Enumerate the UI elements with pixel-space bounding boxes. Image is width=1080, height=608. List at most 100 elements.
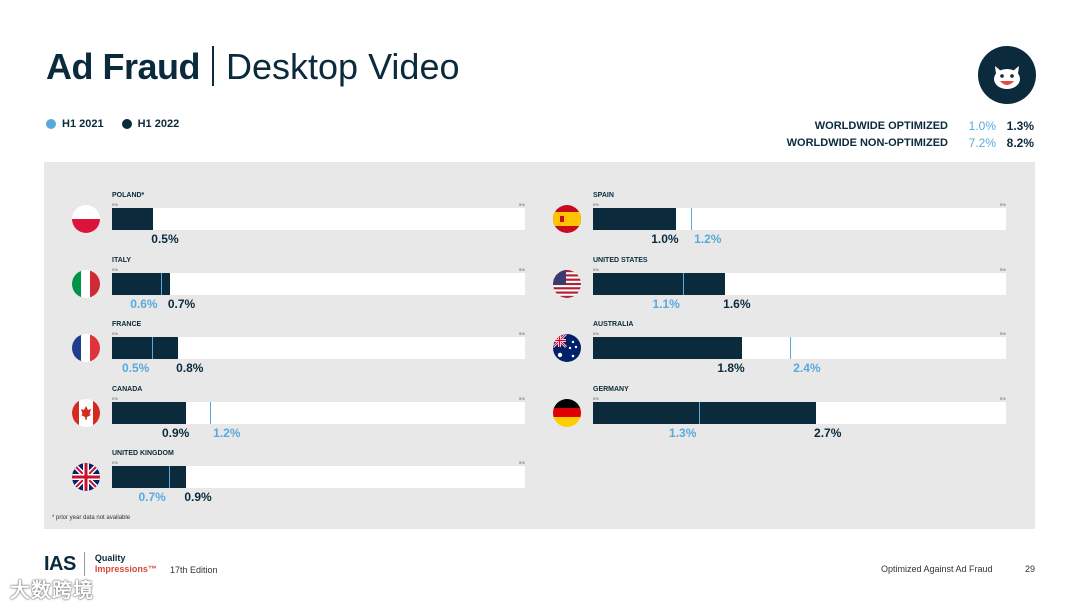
value-label-h1-2022-spain: 1.0% bbox=[651, 232, 679, 246]
value-label-h1-2022-united-states: 1.6% bbox=[723, 296, 751, 311]
quality-impressions-logo: Quality Impressions™ bbox=[95, 553, 157, 575]
country-name-united-kingdom: UNITED KINGDOM bbox=[112, 450, 174, 457]
edition-label: 17th Edition bbox=[170, 565, 218, 575]
title-light: Desktop Video bbox=[226, 46, 460, 87]
flag-spain-icon bbox=[553, 205, 581, 233]
worldwide-summary: WORLDWIDE OPTIMIZED 1.0% 1.3% WORLDWIDE … bbox=[787, 117, 1034, 151]
axis-max-tick: 5% bbox=[519, 395, 525, 401]
value-label-h1-2022-poland: 0.5% bbox=[151, 232, 179, 246]
impressions-label: Impressions™ bbox=[94, 564, 157, 574]
value-label-h1-2021-spain: 1.2% bbox=[694, 232, 722, 246]
axis-min-tick: 0% bbox=[112, 331, 118, 336]
flag-italy-icon bbox=[72, 269, 100, 298]
axis-max-tick: 5% bbox=[1000, 395, 1006, 401]
axis-min-tick: 0% bbox=[112, 202, 118, 207]
legend-label-h1-2021: H1 2021 bbox=[62, 118, 104, 130]
bar-track-poland bbox=[112, 208, 525, 230]
bar-h1-2022-spain bbox=[593, 208, 676, 230]
bar-h1-2022-italy bbox=[112, 272, 170, 295]
axis-max-tick: 5% bbox=[519, 460, 525, 465]
flag-united-states-icon bbox=[553, 269, 581, 298]
flag-united-kingdom-icon bbox=[72, 463, 100, 491]
marker-h1-2021-australia bbox=[790, 337, 792, 359]
ias-brand: IAS bbox=[44, 552, 76, 575]
legend-label-h1-2022: H1 2022 bbox=[137, 118, 180, 130]
mascot-logo-icon bbox=[978, 46, 1036, 104]
bar-h1-2022-united-kingdom bbox=[112, 466, 187, 488]
country-name-australia: AUSTRALIA bbox=[593, 321, 634, 328]
chart-legend: H1 2021 H1 2022 bbox=[46, 118, 179, 130]
worldwide-optimized-label: WORLDWIDE OPTIMIZED bbox=[814, 119, 948, 132]
bar-track-canada bbox=[112, 401, 525, 424]
worldwide-non-optimized-row: WORLDWIDE NON-OPTIMIZED 7.2% 8.2% bbox=[787, 134, 1034, 151]
value-label-h1-2022-united-kingdom: 0.9% bbox=[184, 490, 212, 504]
bar-h1-2022-canada bbox=[112, 401, 187, 424]
axis-min-tick: 0% bbox=[112, 395, 118, 401]
value-label-h1-2021-united-kingdom: 0.7% bbox=[138, 490, 166, 504]
axis-max-tick: 5% bbox=[1000, 266, 1006, 272]
country-name-spain: SPAIN bbox=[593, 192, 614, 199]
country-name-italy: ITALY bbox=[112, 256, 132, 264]
bar-track-spain bbox=[593, 208, 1006, 230]
section-label: Optimized Against Ad Fraud bbox=[881, 564, 993, 574]
ias-divider bbox=[83, 552, 85, 576]
worldwide-non-optimized-2021: 7.2% bbox=[968, 135, 996, 150]
title-divider bbox=[212, 46, 214, 86]
value-label-h1-2021-australia: 2.4% bbox=[793, 361, 821, 375]
axis-min-tick: 0% bbox=[593, 331, 599, 336]
value-label-h1-2021-united-states: 1.1% bbox=[652, 296, 680, 311]
quality-label: Quality bbox=[94, 553, 126, 563]
country-chart-panel: * prior year data not available POLAND* 0… bbox=[44, 162, 1035, 529]
bar-h1-2022-united-states bbox=[593, 272, 726, 295]
page-title: Ad Fraud Desktop Video bbox=[46, 44, 460, 90]
marker-h1-2021-germany bbox=[699, 401, 701, 424]
title-bold: Ad Fraud bbox=[46, 46, 201, 87]
value-label-h1-2021-italy: 0.6% bbox=[130, 296, 158, 311]
marker-h1-2021-united-kingdom bbox=[168, 466, 170, 488]
marker-h1-2021-united-states bbox=[682, 272, 684, 295]
flag-france-icon bbox=[72, 334, 100, 362]
flag-canada-icon bbox=[72, 398, 100, 427]
marker-h1-2021-france bbox=[152, 337, 154, 359]
bar-h1-2022-france bbox=[112, 337, 179, 359]
watermark: 大数跨境 bbox=[10, 580, 94, 602]
axis-min-tick: 0% bbox=[593, 202, 599, 207]
marker-h1-2021-spain bbox=[691, 208, 693, 230]
country-name-germany: GERMANY bbox=[593, 385, 629, 393]
value-label-h1-2022-germany: 2.7% bbox=[814, 425, 842, 440]
ias-logo: IAS Quality Impressions™ bbox=[44, 552, 157, 576]
value-label-h1-2021-france: 0.5% bbox=[121, 361, 150, 375]
worldwide-optimized-2022: 1.3% bbox=[1006, 118, 1034, 133]
bar-h1-2022-germany bbox=[593, 401, 817, 424]
axis-max-tick: 5% bbox=[519, 331, 525, 336]
marker-h1-2021-italy bbox=[160, 272, 162, 295]
value-label-h1-2022-italy: 0.7% bbox=[167, 296, 196, 311]
axis-min-tick: 0% bbox=[112, 266, 118, 272]
page-number: 29 bbox=[1025, 564, 1036, 574]
value-label-h1-2022-australia: 1.8% bbox=[717, 361, 745, 375]
axis-min-tick: 0% bbox=[593, 266, 599, 272]
value-label-h1-2022-france: 0.8% bbox=[176, 361, 204, 375]
flag-poland-icon bbox=[72, 205, 100, 233]
worldwide-non-optimized-label: WORLDWIDE NON-OPTIMIZED bbox=[786, 136, 948, 149]
flag-germany-icon bbox=[553, 398, 581, 427]
bar-h1-2022-poland bbox=[112, 208, 154, 230]
country-name-canada: CANADA bbox=[112, 385, 143, 393]
value-label-h1-2022-canada: 0.9% bbox=[161, 425, 190, 440]
worldwide-non-optimized-2022: 8.2% bbox=[1006, 135, 1034, 150]
axis-min-tick: 0% bbox=[593, 395, 599, 401]
legend-item-h1-2021: H1 2021 bbox=[46, 118, 104, 130]
country-name-united-states: UNITED STATES bbox=[593, 256, 648, 264]
bar-track-france bbox=[112, 337, 525, 359]
value-label-h1-2021-canada: 1.2% bbox=[213, 425, 241, 440]
value-label-h1-2021-germany: 1.3% bbox=[669, 425, 697, 440]
worldwide-optimized-2021: 1.0% bbox=[968, 118, 996, 133]
legend-dot-h1-2022 bbox=[121, 119, 132, 129]
legend-dot-h1-2021 bbox=[46, 119, 56, 129]
bar-h1-2022-australia bbox=[593, 337, 742, 359]
marker-h1-2021-canada bbox=[210, 401, 212, 424]
axis-max-tick: 5% bbox=[1000, 331, 1006, 336]
bar-track-united-kingdom bbox=[112, 466, 525, 488]
footnote: * prior year data not available bbox=[52, 515, 131, 521]
country-name-france: FRANCE bbox=[112, 321, 142, 328]
